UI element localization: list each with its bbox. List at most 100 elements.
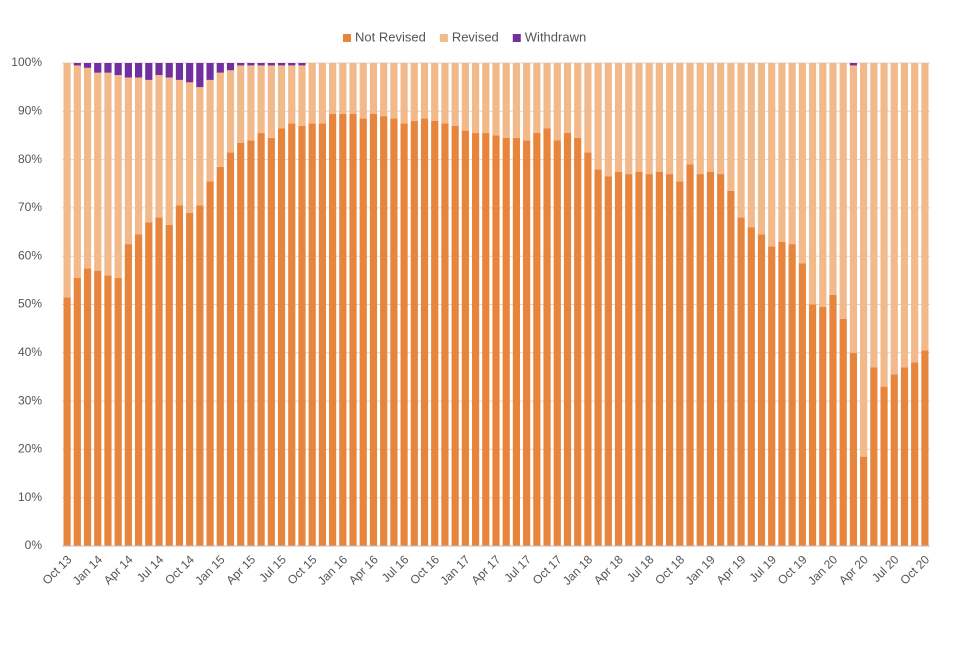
bar-segment [523, 63, 531, 141]
bar-segment [83, 268, 92, 546]
bar-segment [604, 63, 612, 177]
bar-segment [441, 63, 449, 124]
bar-segment [308, 63, 316, 124]
legend-swatch [343, 34, 351, 42]
x-tick-label: Oct 19 [775, 552, 810, 587]
bar-segment [400, 63, 408, 124]
bar-segment [114, 75, 122, 278]
bar-segment [645, 63, 653, 175]
bar-segment [635, 171, 643, 547]
bar-segment [666, 63, 674, 175]
bar-segment [543, 128, 551, 546]
bar-segment [717, 174, 725, 546]
bar-segment [849, 65, 858, 353]
x-tick-label: Jul 17 [501, 552, 534, 585]
bar-segment [471, 133, 480, 546]
bar-segment [890, 63, 898, 375]
bar-segment [186, 82, 194, 213]
bar-segment [727, 63, 735, 191]
y-tick-label: 60% [18, 248, 42, 262]
bar-segment [134, 77, 143, 235]
bar-segment [594, 169, 602, 546]
x-tick-label: Oct 13 [40, 552, 75, 587]
x-tick-label: Oct 14 [162, 552, 197, 587]
legend-label: Revised [452, 29, 499, 44]
bar-segment [727, 190, 735, 546]
bar-segment [206, 181, 214, 546]
bar-segment [155, 75, 163, 218]
bar-segment [604, 176, 612, 546]
x-tick-label: Apr 17 [468, 552, 503, 587]
bar-segment [666, 174, 674, 546]
bar-segment [277, 65, 286, 129]
bar-segment [645, 174, 653, 546]
bar-segment [614, 63, 623, 172]
bar-segment [420, 118, 429, 547]
bar-segment [318, 123, 326, 546]
bar-segment [900, 367, 909, 546]
y-tick-label: 70% [18, 200, 42, 214]
bar-segment [819, 63, 827, 307]
y-tick-label: 20% [18, 442, 42, 456]
bar-segment [226, 152, 235, 547]
bar-segment [584, 63, 592, 153]
bar-segment [553, 140, 561, 546]
bar-segment [819, 306, 827, 546]
x-tick-label: Oct 17 [530, 552, 565, 587]
bar-segment [165, 77, 173, 225]
y-tick-label: 50% [18, 297, 42, 311]
bar-segment [706, 171, 715, 547]
bar-segment [625, 63, 633, 175]
bar-segment [339, 63, 347, 114]
bar-segment [798, 263, 806, 546]
x-tick-label: Apr 19 [714, 552, 749, 587]
bar-segment [94, 72, 102, 271]
bar-segment [247, 63, 255, 66]
y-tick-label: 0% [25, 538, 43, 552]
bar-segment [114, 277, 122, 546]
bar-segment [911, 63, 919, 363]
bar-segment [196, 87, 204, 206]
bar-segment [186, 212, 194, 547]
x-tick-label: Jan 16 [315, 552, 351, 588]
bar-segment [737, 63, 745, 218]
bar-segment [267, 63, 275, 66]
bar-segment [329, 63, 337, 114]
bar-segment [145, 222, 153, 546]
x-tick-label: Jul 20 [869, 552, 902, 585]
bar-segment [860, 63, 868, 457]
bar-segment [870, 367, 878, 546]
bar-segment [247, 65, 255, 141]
bar-segment [451, 125, 459, 546]
bar-segment [349, 113, 357, 546]
y-tick-label: 90% [18, 103, 42, 117]
bar-segment [257, 63, 265, 66]
bar-segment [63, 63, 71, 298]
y-tick-label: 10% [18, 490, 42, 504]
bar-segment [175, 79, 184, 206]
bar-segment [104, 275, 112, 546]
bar-segment [860, 456, 868, 546]
bar-segment [400, 123, 408, 546]
bar-segment [165, 63, 173, 78]
bar-segment [441, 123, 449, 546]
bar-segment [288, 65, 296, 124]
bar-segment [94, 63, 102, 73]
bar-segment [359, 63, 367, 119]
bar-segment [890, 374, 898, 546]
bar-segment [186, 63, 194, 83]
bar-segment [594, 63, 602, 170]
y-tick-label: 30% [18, 393, 42, 407]
bar-segment [420, 63, 429, 119]
bar-segment [359, 118, 367, 547]
bar-segment [390, 118, 398, 547]
bar-segment [451, 63, 459, 126]
bar-segment [502, 137, 510, 547]
x-tick-label: Oct 18 [652, 552, 687, 587]
bar-segment [73, 277, 81, 546]
bar-segment [390, 63, 398, 119]
bar-segment [574, 137, 582, 547]
bar-segment [512, 63, 521, 138]
bar-segment [533, 133, 541, 546]
